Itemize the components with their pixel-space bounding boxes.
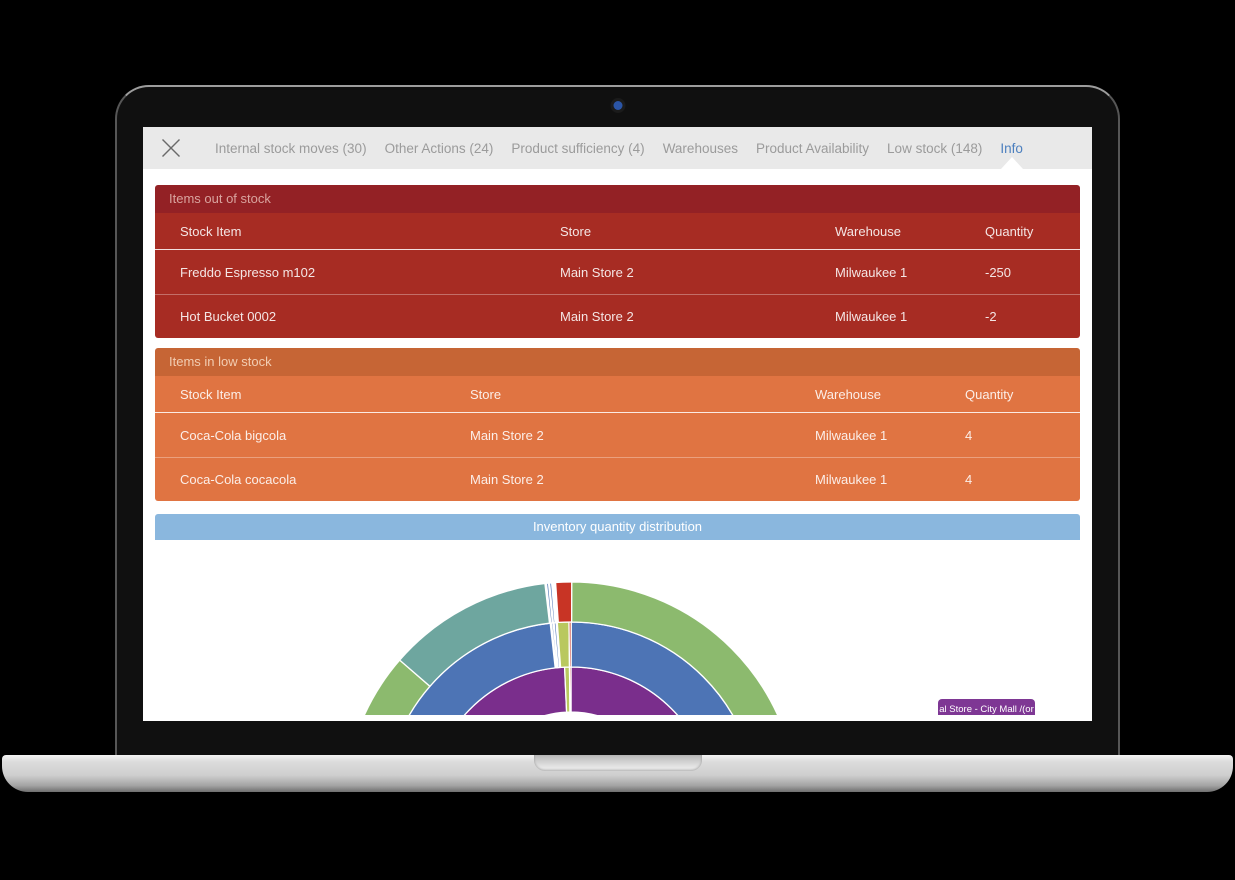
col-header-quantity: Quantity: [985, 223, 1034, 239]
cell-stock-item: Coca-Cola cocacola: [180, 472, 297, 487]
table-row: Freddo Espresso m102 Main Store 2 Milwau…: [155, 250, 1080, 294]
sunburst-segment-outer-green[interactable]: [571, 581, 798, 715]
tab-bar: Internal stock moves (30) Other Actions …: [215, 127, 1023, 169]
table-row: Coca-Cola cocacola Main Store 2 Milwauke…: [155, 457, 1080, 501]
sunburst-segment-outer-teal[interactable]: [398, 582, 551, 688]
cell-warehouse: Milwaukee 1: [835, 309, 908, 324]
cell-store: Main Store 2: [560, 264, 634, 280]
low-stock-panel: Items in low stock Stock Item Store Ware…: [155, 348, 1080, 501]
cell-quantity: 4: [965, 472, 973, 487]
top-navbar: Internal stock moves (30) Other Actions …: [143, 127, 1092, 169]
close-icon: [162, 139, 180, 157]
cell-quantity: -250: [985, 264, 1012, 280]
cell-stock-item: Freddo Espresso m102: [180, 264, 316, 280]
sunburst-segment-outer-blue[interactable]: [545, 582, 554, 624]
col-header-stock-item: Stock Item: [180, 223, 242, 239]
tab-info[interactable]: Info: [1000, 127, 1023, 169]
table-header-row: Stock Item Store Warehouse Quantity: [155, 213, 1080, 250]
out-of-stock-table: Stock Item Store Warehouse Quantity Fred…: [155, 213, 1080, 338]
active-tab-pointer-icon: [1000, 157, 1023, 169]
table-row: Hot Bucket 0002 Main Store 2 Milwaukee 1…: [155, 294, 1080, 338]
sunburst-segment-outer-blue[interactable]: [548, 582, 556, 624]
tab-info-label: Info: [1000, 140, 1023, 156]
tab-warehouses[interactable]: Warehouses: [662, 140, 738, 156]
cell-stock-item: Coca-Cola bigcola: [180, 427, 287, 443]
cell-store: Main Store 2: [560, 309, 634, 324]
cell-store: Main Store 2: [470, 472, 544, 487]
tab-low-stock[interactable]: Low stock (148): [887, 140, 983, 156]
chart-title: Inventory quantity distribution: [155, 514, 1080, 540]
tab-product-availability[interactable]: Product Availability: [755, 140, 870, 156]
cell-warehouse: Milwaukee 1: [815, 472, 888, 487]
col-header-warehouse: Warehouse: [815, 386, 881, 402]
low-stock-panel-title: Items in low stock: [155, 348, 1080, 376]
cell-quantity: 4: [965, 427, 973, 443]
table-row: Coca-Cola bigcola Main Store 2 Milwaukee…: [155, 413, 1080, 457]
out-of-stock-panel-title: Items out of stock: [155, 185, 1080, 213]
close-button[interactable]: [143, 127, 197, 169]
chart-tooltip: al Store - City Mall /(or: [938, 699, 1035, 715]
col-header-quantity: Quantity: [965, 386, 1014, 402]
laptop-base-notch: [533, 755, 702, 771]
low-stock-table: Stock Item Store Warehouse Quantity Coca…: [155, 376, 1080, 501]
chart-area: al Store - City Mall /(or: [155, 540, 1080, 715]
main-content: Items out of stock Stock Item Store Ware…: [143, 169, 1092, 715]
tab-product-sufficiency[interactable]: Product sufficiency (4): [511, 140, 645, 156]
cell-store: Main Store 2: [470, 427, 544, 443]
out-of-stock-panel: Items out of stock Stock Item Store Ware…: [155, 185, 1080, 338]
sunburst-segment-outer-red[interactable]: [554, 581, 573, 624]
laptop-base: [2, 755, 1233, 792]
sunburst-chart[interactable]: [155, 540, 1080, 715]
col-header-store: Store: [560, 223, 592, 239]
tab-other-actions[interactable]: Other Actions (24): [384, 140, 494, 156]
webcam-icon: [613, 101, 622, 110]
inventory-distribution-panel: Inventory quantity distribution al Store…: [155, 514, 1080, 715]
table-header-row: Stock Item Store Warehouse Quantity: [155, 376, 1080, 413]
cell-warehouse: Milwaukee 1: [815, 427, 888, 443]
col-header-store: Store: [470, 386, 502, 402]
cell-stock-item: Hot Bucket 0002: [180, 309, 277, 324]
col-header-stock-item: Stock Item: [180, 386, 242, 402]
tab-internal-stock-moves[interactable]: Internal stock moves (30): [215, 140, 367, 156]
col-header-warehouse: Warehouse: [835, 223, 901, 239]
app-window: Internal stock moves (30) Other Actions …: [143, 127, 1092, 721]
cell-quantity: -2: [985, 309, 997, 324]
cell-warehouse: Milwaukee 1: [835, 264, 908, 280]
